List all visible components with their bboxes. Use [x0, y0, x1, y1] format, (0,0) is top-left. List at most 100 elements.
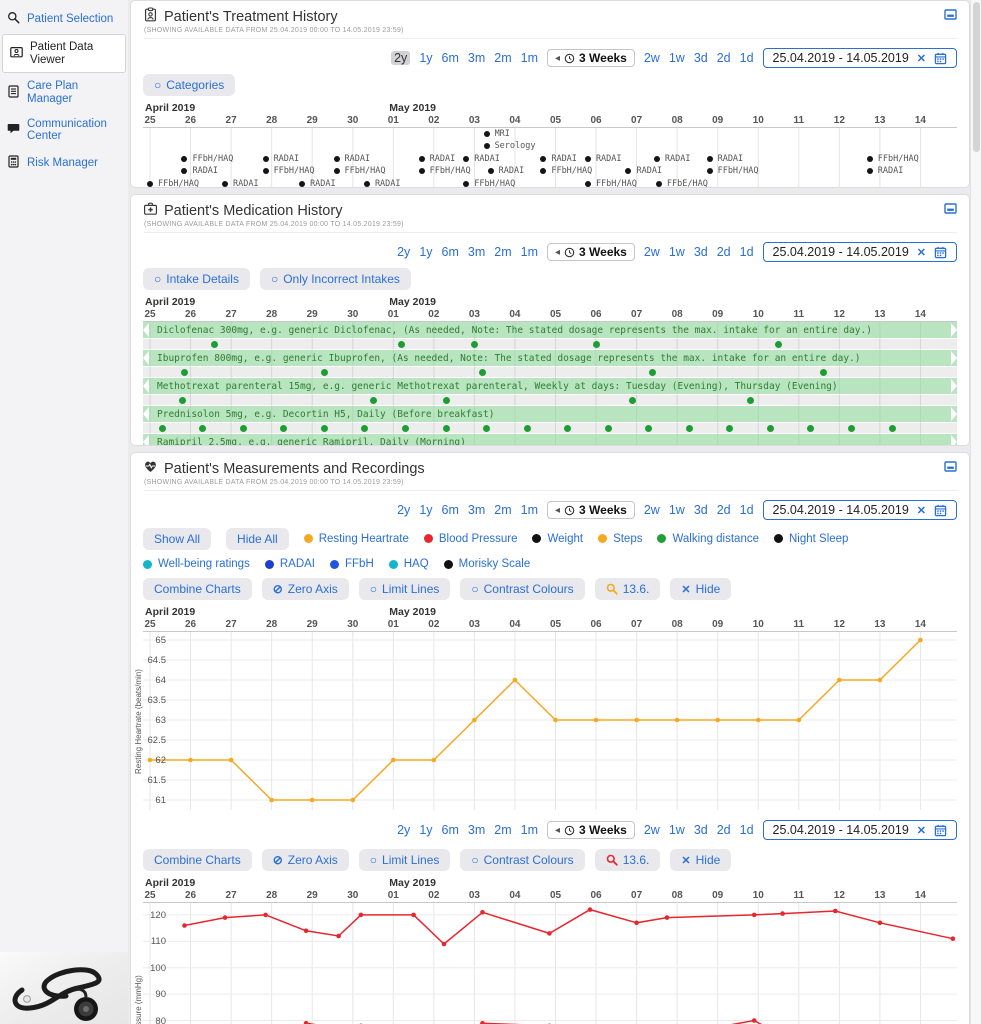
treatment-event[interactable]: RADAI	[867, 166, 904, 176]
range-2y[interactable]: 2y	[397, 245, 410, 259]
sidebar-item-patient-data-viewer[interactable]: Patient Data Viewer	[2, 34, 126, 73]
limit-lines-button[interactable]: ○Limit Lines	[359, 578, 451, 600]
intake-dot-ok[interactable]	[767, 425, 774, 432]
legend-item-night-sleep[interactable]: Night Sleep	[774, 533, 848, 545]
range-2d[interactable]: 2d	[717, 823, 731, 837]
clear-date-icon[interactable]: ✕	[917, 52, 926, 65]
hide-chart-button[interactable]: ✕Hide	[670, 849, 731, 871]
range-2w[interactable]: 2w	[644, 51, 660, 65]
limit-lines-button[interactable]: ○Limit Lines	[359, 849, 451, 871]
treatment-event[interactable]: RADAI	[181, 166, 218, 176]
treatment-event[interactable]: RADAI	[263, 154, 300, 164]
date-range-input[interactable]: 25.04.2019 - 14.05.2019✕	[763, 500, 957, 520]
range-2y[interactable]: 2y	[397, 503, 410, 517]
range-2d[interactable]: 2d	[717, 503, 731, 517]
sidebar-item-communication-center[interactable]: Communication Center	[0, 112, 128, 149]
range-1y[interactable]: 1y	[419, 823, 432, 837]
intake-dot-ok[interactable]	[370, 397, 377, 404]
range-3d[interactable]: 3d	[694, 503, 708, 517]
intake-dot-ok[interactable]	[629, 397, 636, 404]
treatment-event[interactable]: FFbH/HAQ	[867, 154, 919, 164]
sidebar-item-care-plan-manager[interactable]: Care Plan Manager	[0, 74, 128, 111]
range-2w[interactable]: 2w	[644, 245, 660, 259]
intake-dot-ok[interactable]	[361, 425, 368, 432]
range-6m[interactable]: 6m	[442, 51, 459, 65]
calendar-icon[interactable]	[934, 504, 947, 517]
intake-dot-ok[interactable]	[181, 369, 188, 376]
treatment-event[interactable]: FFbH/HAQ	[540, 166, 592, 176]
selected-range[interactable]: ◂3 Weeks	[547, 49, 635, 67]
medication-bar[interactable]: Prednisolon 5mg, e.g. Decortin H5, Daily…	[143, 406, 957, 422]
intake-dot-ok[interactable]	[564, 425, 571, 432]
date-range-input[interactable]: 25.04.2019 - 14.05.2019✕	[763, 48, 957, 68]
intake-dot-ok[interactable]	[240, 425, 247, 432]
legend-item-well-being-ratings[interactable]: Well-being ratings	[143, 558, 250, 570]
range-3d[interactable]: 3d	[694, 245, 708, 259]
treatment-event[interactable]: Serology	[484, 141, 536, 151]
treatment-event[interactable]: RADAI	[488, 166, 525, 176]
intake-dot-ok[interactable]	[398, 341, 405, 348]
treatment-event[interactable]: RADAI	[299, 179, 336, 188]
legend-item-resting-heartrate[interactable]: Resting Heartrate	[304, 533, 409, 545]
hide-chart-button[interactable]: ✕Hide	[670, 578, 731, 600]
sidebar-item-patient-selection[interactable]: Patient Selection	[0, 5, 128, 33]
calendar-icon[interactable]	[934, 824, 947, 837]
treatment-event[interactable]: FFbH/HAQ	[181, 154, 233, 164]
legend-item-weight[interactable]: Weight	[532, 533, 583, 545]
treatment-event[interactable]: RADAI	[222, 179, 259, 188]
intake-dot-ok[interactable]	[649, 369, 656, 376]
treatment-event[interactable]: FFbH/HAQ	[585, 179, 637, 188]
treatment-event[interactable]: RADAI	[625, 166, 662, 176]
intake-dot-ok[interactable]	[605, 425, 612, 432]
treatment-event[interactable]: RADAI	[463, 154, 500, 164]
range-1d[interactable]: 1d	[740, 245, 754, 259]
clear-date-icon[interactable]: ✕	[917, 824, 926, 837]
legend-item-radai[interactable]: RADAI	[265, 558, 315, 570]
intake-dot-ok[interactable]	[280, 425, 287, 432]
range-1y[interactable]: 1y	[419, 51, 432, 65]
range-3m[interactable]: 3m	[468, 823, 485, 837]
treatment-event[interactable]: FFbH/HAQ	[334, 166, 386, 176]
sidebar-item-risk-manager[interactable]: Risk Manager	[0, 149, 128, 177]
hide-all-button[interactable]: Hide All	[226, 528, 289, 550]
range-2d[interactable]: 2d	[717, 245, 731, 259]
treatment-event[interactable]: RADAI	[540, 154, 577, 164]
treatment-event[interactable]: RADAI	[654, 154, 691, 164]
treatment-event[interactable]: FFbH/HAQ	[707, 166, 759, 176]
clear-date-icon[interactable]: ✕	[917, 246, 926, 259]
intake-dot-ok[interactable]	[471, 341, 478, 348]
calendar-icon[interactable]	[934, 52, 947, 65]
treatment-event[interactable]: RADAI	[707, 154, 744, 164]
intake-details-button[interactable]: ○Intake Details	[143, 268, 250, 290]
medication-bar[interactable]: Ibuprofen 800mg, e.g. generic Ibuprofen,…	[143, 350, 957, 366]
intake-dot-ok[interactable]	[820, 369, 827, 376]
range-1m[interactable]: 1m	[521, 503, 538, 517]
range-1d[interactable]: 1d	[740, 503, 754, 517]
range-3d[interactable]: 3d	[694, 51, 708, 65]
zoom-date-button[interactable]: 13.6.	[595, 578, 661, 600]
range-2w[interactable]: 2w	[644, 823, 660, 837]
range-2y[interactable]: 2y	[391, 51, 410, 65]
categories-button[interactable]: ○Categories	[143, 74, 235, 96]
treatment-event[interactable]: RADAI	[334, 154, 371, 164]
clear-date-icon[interactable]: ✕	[917, 504, 926, 517]
range-2m[interactable]: 2m	[494, 503, 511, 517]
intake-dot-ok[interactable]	[593, 341, 600, 348]
range-3m[interactable]: 3m	[468, 51, 485, 65]
intake-dot-ok[interactable]	[524, 425, 531, 432]
treatment-event[interactable]: RADAI	[364, 179, 401, 188]
zero-axis-button[interactable]: ⊘Zero Axis	[262, 849, 349, 871]
legend-item-ffbh[interactable]: FFbH	[330, 558, 374, 570]
medication-bar[interactable]: Methotrexat parenteral 15mg, e.g. generi…	[143, 378, 957, 394]
contrast-colours-button[interactable]: ○Contrast Colours	[460, 849, 584, 871]
legend-item-steps[interactable]: Steps	[598, 533, 642, 545]
intake-dot-ok[interactable]	[645, 425, 652, 432]
range-3d[interactable]: 3d	[694, 823, 708, 837]
range-6m[interactable]: 6m	[442, 503, 459, 517]
intake-dot-ok[interactable]	[848, 425, 855, 432]
intake-dot-ok[interactable]	[479, 369, 486, 376]
range-3m[interactable]: 3m	[468, 503, 485, 517]
treatment-event[interactable]: FFbE/HAQ	[656, 179, 708, 188]
date-range-input[interactable]: 25.04.2019 - 14.05.2019✕	[763, 820, 957, 840]
intake-dot-ok[interactable]	[747, 397, 754, 404]
